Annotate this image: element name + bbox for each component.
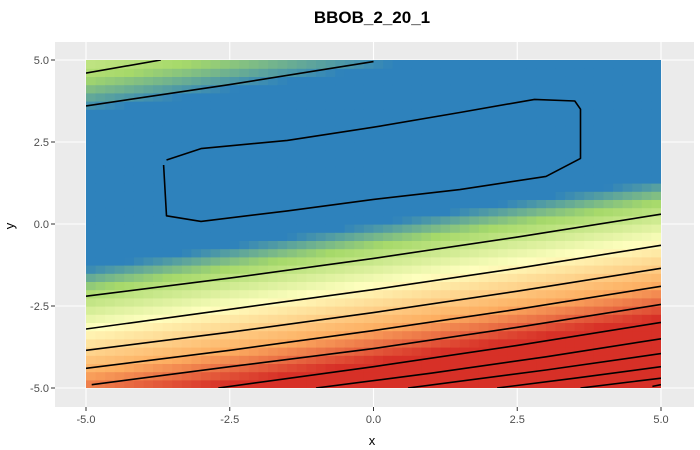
contour-line [86, 60, 374, 107]
contour-line [652, 383, 661, 388]
y-tick-label: 0.0 [34, 219, 49, 231]
contour-line [407, 352, 661, 388]
contour-line [86, 60, 161, 74]
x-axis-label: x [369, 433, 376, 448]
contour-line [86, 285, 661, 370]
contour-lines [86, 60, 661, 388]
contour-line [86, 244, 661, 330]
contour-line [86, 213, 661, 297]
contour-line [496, 365, 661, 388]
contour-line [580, 377, 661, 388]
contour-line [91, 303, 661, 386]
contour-line [162, 98, 582, 223]
y-tick-label: -5.0 [30, 383, 49, 395]
heatmap-surface [86, 60, 661, 388]
x-tick-label: -5.0 [77, 414, 96, 426]
y-tick-label: 5.0 [34, 55, 49, 67]
x-tick-label: -2.5 [220, 414, 239, 426]
y-tick-label: 2.5 [34, 137, 49, 149]
contour-line [315, 338, 661, 388]
x-tick-label: 2.5 [510, 414, 525, 426]
contour-line [218, 321, 661, 388]
x-tick-label: 0.0 [366, 414, 381, 426]
axis-ticks: -5.0 -2.5 0.0 2.5 5.0 5.0 2.5 0.0 -2.5 -5.0 [30, 55, 669, 426]
contour-line [86, 267, 661, 352]
x-tick-label: 5.0 [653, 414, 668, 426]
y-tick-label: -2.5 [30, 301, 49, 313]
chart-title: BBOB_2_20_1 [314, 8, 430, 27]
y-axis-label: y [2, 222, 17, 229]
